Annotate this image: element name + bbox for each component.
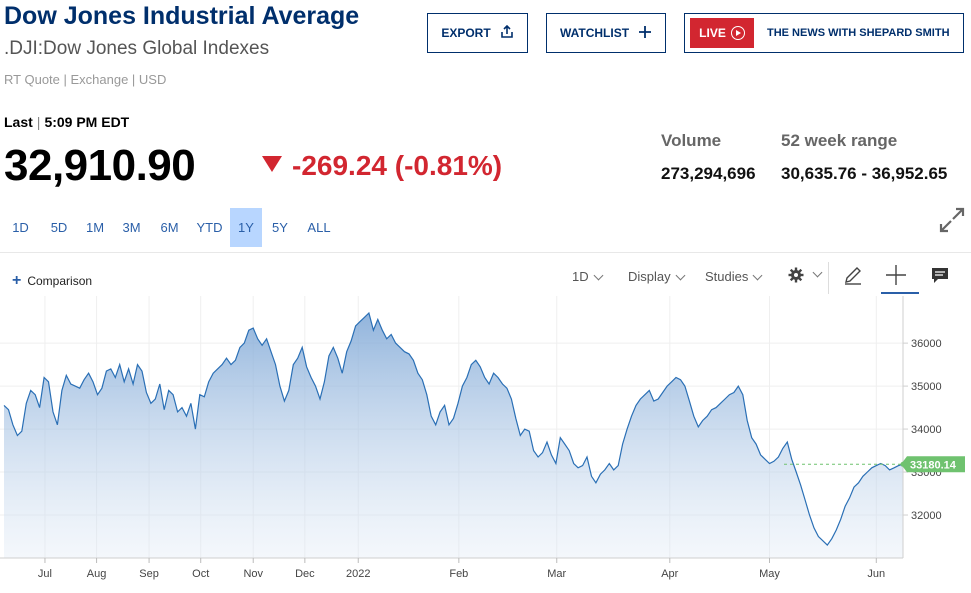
export-label: EXPORT (441, 26, 491, 40)
studies-dropdown[interactable]: Studies (705, 269, 763, 284)
range-tab-5y[interactable]: 5Y (272, 220, 288, 235)
interval-label: 1D (572, 269, 589, 284)
last-trade-line: Last | 5:09 PM EDT (4, 114, 130, 130)
play-circle-icon (730, 26, 745, 40)
active-tool-indicator (881, 292, 919, 294)
index-subtitle: .DJI:Dow Jones Global Indexes (4, 38, 270, 59)
chevron-down-icon (675, 270, 686, 281)
interval-dropdown[interactable]: 1D (572, 269, 604, 284)
watchlist-button[interactable]: WATCHLIST (546, 13, 666, 53)
range-tab-6m[interactable]: 6M (160, 220, 179, 235)
last-price: 32,910.90 (4, 141, 196, 190)
volume-value: 273,294,696 (661, 164, 756, 183)
display-label: Display (628, 269, 671, 284)
y-tick-label: 34000 (911, 424, 942, 436)
chevron-down-icon (812, 267, 823, 278)
plus-icon: + (12, 272, 22, 289)
x-tick-label: Feb (449, 568, 468, 580)
y-tick-label: 32000 (911, 510, 942, 522)
x-tick-label: Nov (243, 568, 263, 580)
quote-type-label: RT Quote | Exchange | USD (4, 72, 167, 87)
price-change: -269.24 (-0.81%) (292, 150, 503, 181)
comment-icon[interactable] (930, 266, 950, 289)
range-tabs: 1D 5D 1M 3M 6M YTD 1Y 5Y ALL (0, 208, 340, 247)
crosshair-icon[interactable] (885, 264, 907, 291)
live-badge: LIVE (690, 18, 754, 48)
plus-icon (638, 25, 652, 42)
chevron-down-icon (752, 270, 763, 281)
range-tab-1d[interactable]: 1D (12, 220, 29, 235)
price-area (4, 313, 903, 558)
x-tick-label: Jul (38, 568, 52, 580)
studies-label: Studies (705, 269, 749, 284)
y-tick-label: 36000 (911, 338, 942, 350)
page-title: Dow Jones Industrial Average (4, 2, 360, 30)
range-label: 52 week range (781, 131, 898, 150)
last-time: 5:09 PM EDT (44, 114, 130, 130)
export-button[interactable]: EXPORT (427, 13, 528, 53)
range-tab-5d[interactable]: 5D (50, 220, 68, 235)
live-label: LIVE (699, 26, 726, 40)
x-tick-label: Oct (192, 568, 209, 580)
pencil-icon[interactable] (843, 265, 863, 290)
live-tv-button[interactable]: LIVE THE NEWS WITH SHEPARD SMITH (684, 13, 964, 53)
show-name: THE NEWS WITH SHEPARD SMITH (767, 27, 950, 39)
range-tab-all[interactable]: ALL (307, 220, 331, 235)
x-tick-label: 2022 (346, 568, 370, 580)
settings-dropdown[interactable] (788, 266, 823, 283)
range-tab-1m[interactable]: 1M (85, 220, 105, 235)
x-tick-label: May (759, 568, 780, 580)
last-value-flag (901, 456, 965, 473)
comparison-button[interactable]: + Comparison (12, 272, 92, 290)
y-tick-label: 35000 (911, 381, 942, 393)
x-tick-label: Aug (87, 568, 107, 580)
chevron-down-icon (593, 270, 604, 281)
toolbar-divider (0, 252, 971, 253)
x-tick-label: Dec (295, 568, 315, 580)
range-tab-ytd[interactable]: YTD (196, 220, 223, 235)
range-tab-3m[interactable]: 3M (122, 220, 141, 235)
x-tick-label: Mar (547, 568, 566, 580)
watchlist-label: WATCHLIST (559, 26, 630, 40)
toolbar-separator (828, 262, 829, 294)
expand-arrows-icon[interactable] (939, 207, 965, 233)
gear-icon (788, 266, 808, 283)
price-line (3, 311, 904, 547)
range-tab-1y[interactable]: 1Y (230, 208, 262, 247)
x-tick-label: Jun (867, 568, 885, 580)
last-value-label: 33180.14 (910, 459, 957, 471)
volume-label: Volume (661, 131, 722, 150)
range-value: 30,635.76 - 36,952.65 (781, 164, 948, 183)
share-upload-icon (500, 24, 514, 42)
x-tick-label: Sep (139, 568, 159, 580)
display-dropdown[interactable]: Display (628, 269, 686, 284)
last-label: Last (4, 114, 33, 130)
comparison-label: Comparison (27, 274, 93, 288)
x-tick-label: Apr (661, 568, 678, 580)
down-arrow-icon (262, 156, 282, 172)
